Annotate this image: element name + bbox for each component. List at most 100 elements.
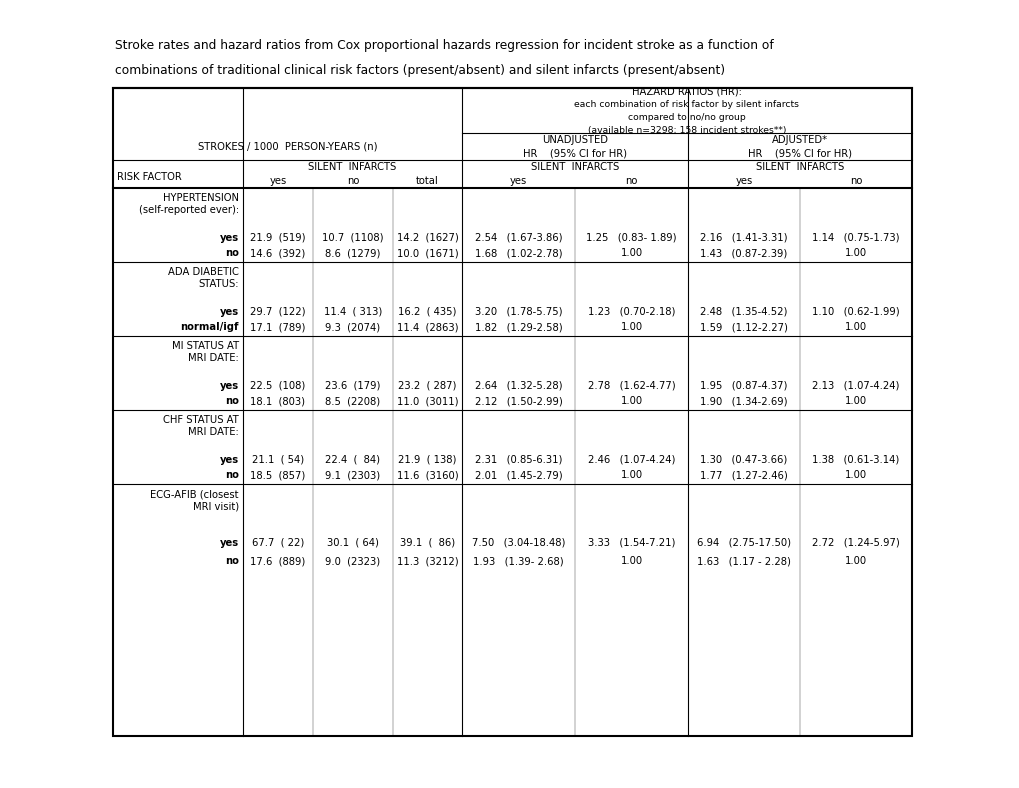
Text: MRI DATE:: MRI DATE:	[189, 353, 238, 363]
Text: 1.59   (1.12-2.27): 1.59 (1.12-2.27)	[699, 322, 787, 332]
Text: 3.33   (1.54-7.21): 3.33 (1.54-7.21)	[587, 538, 675, 548]
Text: CHF STATUS AT: CHF STATUS AT	[163, 415, 238, 425]
Text: STROKES / 1000  PERSON-YEARS (n): STROKES / 1000 PERSON-YEARS (n)	[198, 142, 377, 151]
Text: no: no	[849, 176, 861, 186]
Text: MRI DATE:: MRI DATE:	[189, 427, 238, 437]
Text: 1.00: 1.00	[620, 470, 642, 480]
Text: 14.2  (1627): 14.2 (1627)	[396, 232, 458, 243]
Text: ECG-AFIB (closest: ECG-AFIB (closest	[151, 489, 238, 499]
Text: total: total	[416, 176, 438, 186]
Text: yes: yes	[735, 176, 752, 186]
Text: combinations of traditional clinical risk factors (present/absent) and silent in: combinations of traditional clinical ris…	[115, 64, 725, 76]
Text: 2.46   (1.07-4.24): 2.46 (1.07-4.24)	[587, 455, 675, 465]
Text: 6.94   (2.75-17.50): 6.94 (2.75-17.50)	[696, 538, 790, 548]
Text: 16.2  ( 435): 16.2 ( 435)	[398, 307, 457, 317]
Text: 22.5  (108): 22.5 (108)	[250, 381, 306, 391]
Text: 2.78   (1.62-4.77): 2.78 (1.62-4.77)	[587, 381, 675, 391]
Text: no: no	[225, 248, 238, 258]
Text: 1.23   (0.70-2.18): 1.23 (0.70-2.18)	[587, 307, 675, 317]
Text: 11.0  (3011): 11.0 (3011)	[396, 396, 458, 406]
Text: yes: yes	[220, 455, 238, 465]
Text: 1.00: 1.00	[620, 248, 642, 258]
Text: 11.4  (2863): 11.4 (2863)	[396, 322, 458, 332]
Text: 1.77   (1.27-2.46): 1.77 (1.27-2.46)	[699, 470, 787, 480]
Text: 9.3  (2074): 9.3 (2074)	[325, 322, 380, 332]
Text: 1.82   (1.29-2.58): 1.82 (1.29-2.58)	[474, 322, 561, 332]
Text: 11.3  (3212): 11.3 (3212)	[396, 556, 458, 567]
Text: 2.12   (1.50-2.99): 2.12 (1.50-2.99)	[474, 396, 561, 406]
Text: 1.14   (0.75-1.73): 1.14 (0.75-1.73)	[811, 232, 899, 243]
Text: yes: yes	[220, 381, 238, 391]
Text: MRI visit): MRI visit)	[193, 501, 238, 511]
Text: 2.01   (1.45-2.79): 2.01 (1.45-2.79)	[474, 470, 561, 480]
Text: 1.38   (0.61-3.14): 1.38 (0.61-3.14)	[811, 455, 899, 465]
Text: 3.20   (1.78-5.75): 3.20 (1.78-5.75)	[474, 307, 561, 317]
Text: 2.13   (1.07-4.24): 2.13 (1.07-4.24)	[811, 381, 899, 391]
Text: UNADJUSTED: UNADJUSTED	[541, 135, 607, 144]
Text: 1.00: 1.00	[844, 396, 866, 406]
Text: 18.5  (857): 18.5 (857)	[250, 470, 306, 480]
Text: 2.31   (0.85-6.31): 2.31 (0.85-6.31)	[475, 455, 561, 465]
Text: no: no	[225, 556, 238, 567]
Text: Stroke rates and hazard ratios from Cox proportional hazards regression for inci: Stroke rates and hazard ratios from Cox …	[115, 39, 773, 51]
Text: 1.00: 1.00	[844, 248, 866, 258]
Text: 1.25   (0.83- 1.89): 1.25 (0.83- 1.89)	[586, 232, 676, 243]
Text: 1.63   (1.17 - 2.28): 1.63 (1.17 - 2.28)	[696, 556, 790, 567]
Text: yes: yes	[220, 538, 238, 548]
Text: 1.00: 1.00	[620, 396, 642, 406]
Text: no: no	[625, 176, 637, 186]
Text: yes: yes	[220, 232, 238, 243]
Text: no: no	[225, 470, 238, 480]
Text: 1.90   (1.34-2.69): 1.90 (1.34-2.69)	[700, 396, 787, 406]
Text: 1.00: 1.00	[620, 556, 642, 567]
Text: 1.30   (0.47-3.66): 1.30 (0.47-3.66)	[700, 455, 787, 465]
Text: no: no	[225, 396, 238, 406]
Text: 9.1  (2303): 9.1 (2303)	[325, 470, 380, 480]
Text: 8.5  (2208): 8.5 (2208)	[325, 396, 380, 406]
Text: STATUS:: STATUS:	[199, 279, 238, 289]
Text: 8.6  (1279): 8.6 (1279)	[325, 248, 380, 258]
Text: normal/igf: normal/igf	[180, 322, 238, 332]
Text: 1.00: 1.00	[844, 470, 866, 480]
Text: ADJUSTED*: ADJUSTED*	[771, 135, 827, 144]
Text: 9.0  (2323): 9.0 (2323)	[325, 556, 380, 567]
Text: 1.68   (1.02-2.78): 1.68 (1.02-2.78)	[474, 248, 561, 258]
Text: 21.9  ( 138): 21.9 ( 138)	[398, 455, 457, 465]
Text: 14.6  (392): 14.6 (392)	[250, 248, 306, 258]
Text: 1.43   (0.87-2.39): 1.43 (0.87-2.39)	[700, 248, 787, 258]
Text: 1.10   (0.62-1.99): 1.10 (0.62-1.99)	[811, 307, 899, 317]
Text: 1.93   (1.39- 2.68): 1.93 (1.39- 2.68)	[473, 556, 564, 567]
Text: ADA DIABETIC: ADA DIABETIC	[168, 267, 238, 277]
Text: yes: yes	[510, 176, 527, 186]
Text: 2.16   (1.41-3.31): 2.16 (1.41-3.31)	[700, 232, 787, 243]
Text: yes: yes	[269, 176, 286, 186]
Text: 2.54   (1.67-3.86): 2.54 (1.67-3.86)	[474, 232, 561, 243]
Text: 2.64   (1.32-5.28): 2.64 (1.32-5.28)	[474, 381, 561, 391]
Bar	[113, 88, 911, 736]
Text: 21.1  ( 54): 21.1 ( 54)	[252, 455, 304, 465]
Text: HAZARD RATIOS (HR):: HAZARD RATIOS (HR):	[632, 86, 741, 96]
Text: HR    (95% CI for HR): HR (95% CI for HR)	[523, 148, 627, 158]
Text: 39.1  (  86): 39.1 ( 86)	[399, 538, 454, 548]
Text: 17.6  (889): 17.6 (889)	[250, 556, 306, 567]
Text: HYPERTENSION: HYPERTENSION	[163, 193, 238, 203]
Text: 29.7  (122): 29.7 (122)	[250, 307, 306, 317]
Text: 1.95   (0.87-4.37): 1.95 (0.87-4.37)	[700, 381, 787, 391]
Text: SILENT  INFARCTS: SILENT INFARCTS	[308, 162, 396, 172]
Text: 23.2  ( 287): 23.2 ( 287)	[398, 381, 457, 391]
Text: MI STATUS AT: MI STATUS AT	[172, 341, 238, 351]
Text: 22.4  (  84): 22.4 ( 84)	[325, 455, 380, 465]
Text: yes: yes	[220, 307, 238, 317]
Text: (self-reported ever):: (self-reported ever):	[139, 205, 238, 215]
Text: each combination of risk factor by silent infarcts: each combination of risk factor by silen…	[574, 99, 799, 109]
Text: 1.00: 1.00	[620, 322, 642, 332]
Text: 23.6  (179): 23.6 (179)	[325, 381, 380, 391]
Text: 1.00: 1.00	[844, 556, 866, 567]
Text: 67.7  ( 22): 67.7 ( 22)	[252, 538, 304, 548]
Text: 11.6  (3160): 11.6 (3160)	[396, 470, 458, 480]
Text: 21.9  (519): 21.9 (519)	[250, 232, 306, 243]
Text: compared to no/no group: compared to no/no group	[628, 113, 745, 121]
Text: 2.72   (1.24-5.97): 2.72 (1.24-5.97)	[811, 538, 899, 548]
Text: 10.0  (1671): 10.0 (1671)	[396, 248, 458, 258]
Text: 10.7  (1108): 10.7 (1108)	[322, 232, 383, 243]
